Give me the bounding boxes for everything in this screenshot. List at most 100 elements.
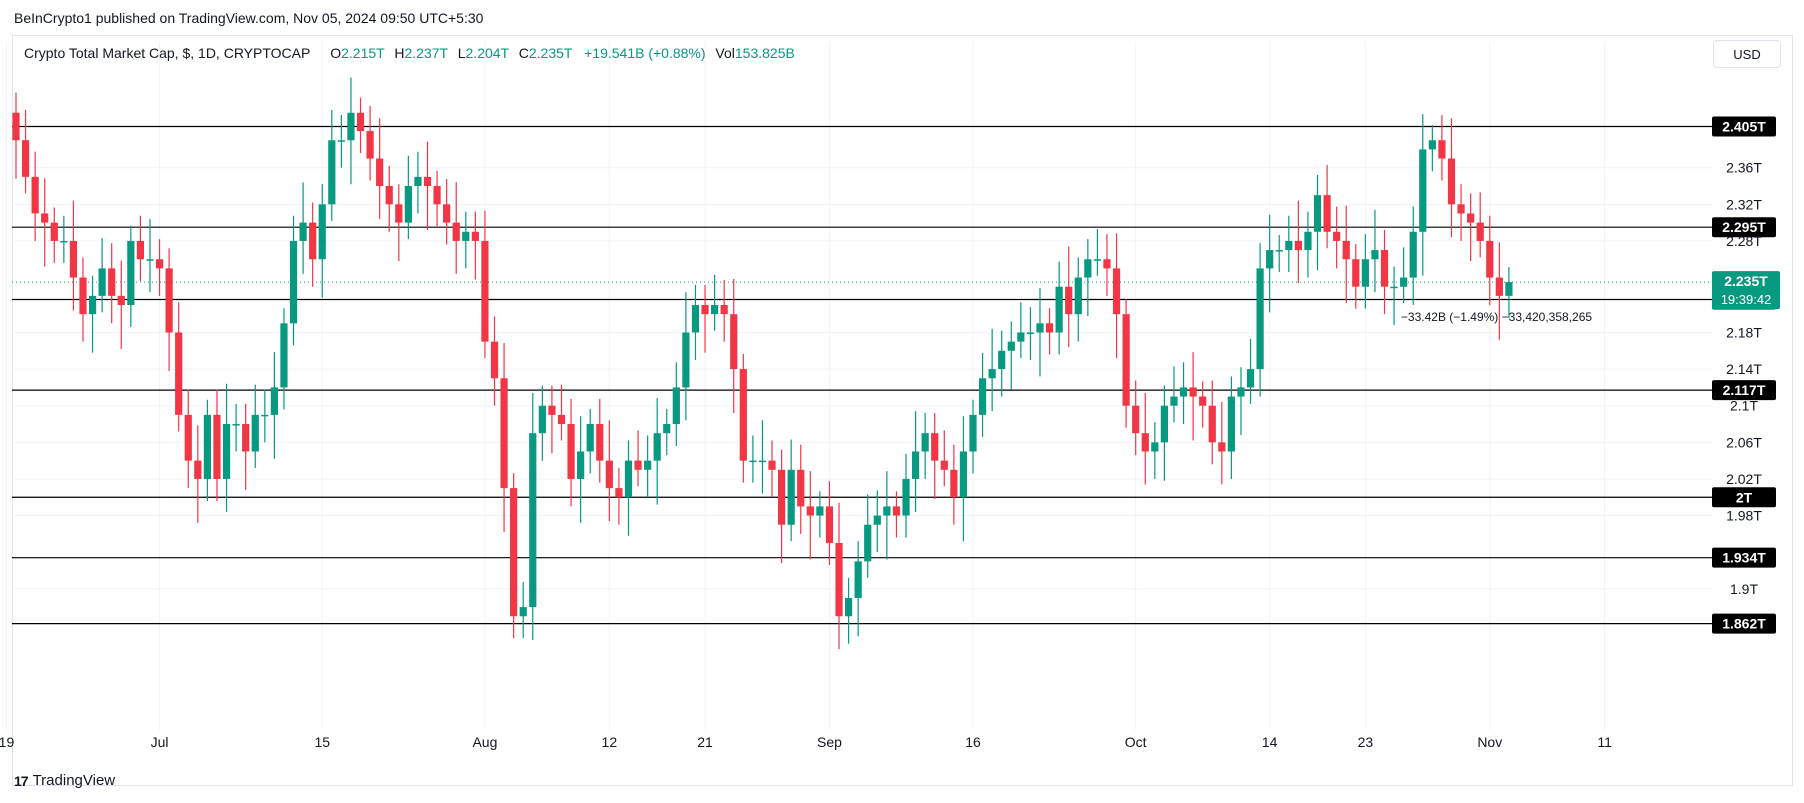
- candle-body-down: [136, 240, 145, 260]
- candle-body-up: [844, 597, 853, 617]
- candle-body-up: [586, 424, 594, 452]
- candle-body-up: [1505, 282, 1513, 296]
- candle-body-down: [50, 222, 58, 241]
- candle-body-up: [883, 506, 891, 516]
- y-tick-label: 2.36T: [1726, 160, 1762, 176]
- price-axis: 2.405T2.295T2.216T2.117T2T1.934T1.862T2.…: [1401, 116, 1780, 634]
- candle-body-down: [1218, 442, 1226, 452]
- candle-body-up: [337, 140, 345, 142]
- candle-body-up: [711, 305, 719, 315]
- candle-body-down: [720, 305, 728, 315]
- candle-body-up: [404, 186, 412, 223]
- candle-body-up: [98, 268, 106, 296]
- open-value: 2.215T: [341, 45, 385, 61]
- candle-body-down: [1065, 286, 1073, 315]
- level-label: 2.405T: [1722, 119, 1766, 135]
- candle-body-down: [423, 176, 432, 187]
- candle-body-down: [1495, 277, 1503, 296]
- candle-body-down: [1438, 140, 1446, 159]
- grid-lines: [5, 42, 1712, 730]
- candle-body-up: [222, 424, 231, 479]
- candle-body-up: [270, 387, 278, 415]
- x-tick-label: Aug: [472, 734, 497, 750]
- x-tick-label: 15: [314, 734, 330, 750]
- candle-body-up: [1285, 240, 1293, 251]
- candle-body-down: [778, 469, 786, 525]
- candle-body-down: [213, 414, 221, 479]
- candle-body-down: [835, 543, 843, 617]
- candle-body-down: [806, 506, 814, 516]
- x-tick-label: 14: [1262, 734, 1278, 750]
- candle-body-up: [1246, 369, 1255, 388]
- candle-body-down: [1122, 314, 1130, 406]
- candle-body-up: [1227, 396, 1235, 452]
- candle-body-up: [758, 460, 767, 463]
- candle-body-up: [873, 515, 881, 525]
- candle-body-down: [1457, 204, 1465, 214]
- candle-body-down: [395, 204, 403, 223]
- candle-body-up: [969, 414, 977, 452]
- candle-body-up: [1007, 341, 1015, 351]
- level-label-box: [1712, 380, 1776, 401]
- candle-body-up: [1313, 195, 1322, 232]
- candle-body-down: [1141, 433, 1149, 452]
- candle-body-up: [663, 424, 671, 434]
- tradingview-logo-icon: 17: [14, 772, 29, 789]
- x-tick-label: Oct: [1125, 734, 1147, 750]
- candle-body-down: [12, 112, 20, 141]
- low-value: 2.204T: [465, 45, 509, 61]
- symbol-legend: Crypto Total Market Cap, $, 1D, CRYPTOCA…: [24, 45, 795, 61]
- tradingview-brand[interactable]: 17 TradingView: [14, 772, 115, 789]
- high-label: H: [394, 45, 405, 61]
- candle-body-down: [510, 488, 518, 617]
- candle-body-down: [385, 186, 393, 205]
- candle-body-up: [529, 433, 537, 608]
- candle-body-down: [1333, 231, 1341, 241]
- candle-body-up: [280, 323, 288, 388]
- currency-button[interactable]: USD: [1713, 40, 1781, 68]
- candle-body-down: [557, 414, 566, 425]
- candle-body-down: [1467, 213, 1475, 223]
- candle-body-up: [261, 414, 269, 417]
- candle-body-up: [203, 414, 211, 479]
- candle-body-up: [911, 451, 920, 479]
- candle-body-down: [490, 341, 499, 379]
- x-tick-label: 21: [697, 734, 713, 750]
- candle-body-up: [691, 305, 700, 333]
- candle-body-down: [730, 314, 738, 370]
- candle-body-up: [1371, 250, 1379, 260]
- candle-body-up: [577, 451, 585, 479]
- level-label-box: [1712, 547, 1776, 568]
- candle-body-down: [471, 231, 479, 241]
- candle-body-down: [1132, 405, 1140, 434]
- y-tick-label: 2.32T: [1726, 196, 1762, 212]
- candle-body-up: [1074, 277, 1082, 315]
- x-tick-label: Jul: [151, 734, 169, 750]
- candle-body-up: [462, 231, 470, 241]
- candle-body-up: [1055, 286, 1063, 333]
- candle-body-down: [1112, 268, 1121, 315]
- level-label-box: [1712, 613, 1776, 634]
- candle-body-down: [1352, 259, 1360, 287]
- candle-body-up: [1419, 149, 1427, 232]
- candle-body-up: [1390, 286, 1398, 289]
- candle-body-up: [289, 240, 298, 324]
- x-tick-label: 16: [965, 734, 981, 750]
- candle-body-up: [347, 112, 355, 141]
- candle-body-up: [1179, 387, 1188, 397]
- candle-body-up: [1160, 405, 1168, 443]
- candle-body-up: [60, 240, 68, 243]
- candle-body-up: [864, 524, 872, 562]
- candle-body-up: [146, 259, 154, 261]
- candle-body-down: [155, 259, 164, 269]
- candle-body-down: [1045, 323, 1054, 333]
- candle-body-down: [242, 424, 250, 452]
- candle-body-up: [682, 332, 690, 388]
- candle-body-down: [1208, 405, 1216, 443]
- time-axis: 19 Jul 15 Aug 12 21 Sep 16 Oct 14 23 Nov 11: [0, 734, 1612, 750]
- candle-body-up: [787, 469, 795, 525]
- close-label: C: [518, 45, 529, 61]
- candle-body-up: [1275, 250, 1283, 252]
- chart-frame: [12, 35, 1793, 786]
